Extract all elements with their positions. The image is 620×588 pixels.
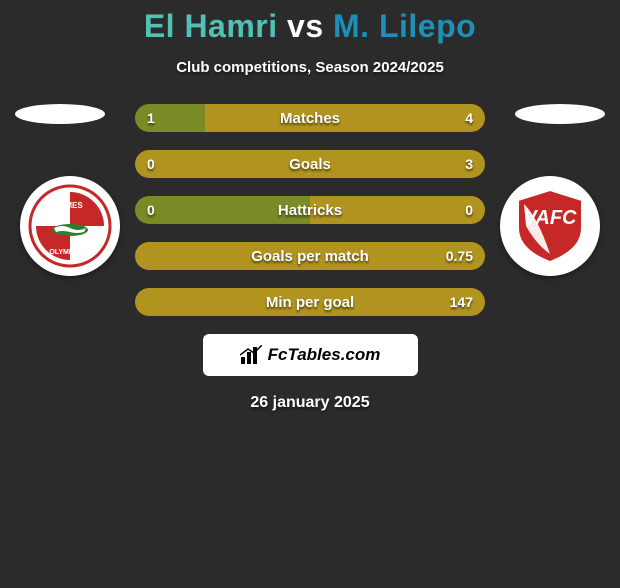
svg-text:OLYMPIQUE: OLYMPIQUE (49, 249, 91, 256)
bar-label: Goals per match (135, 242, 485, 270)
bar-label: Goals (135, 150, 485, 178)
branding-box[interactable]: FcTables.com (203, 334, 418, 376)
date-text: 26 january 2025 (0, 394, 620, 412)
bars-icon (240, 345, 262, 365)
content-area: 14Matches 03Goals 00Hattricks 0.75Goals per… (0, 104, 620, 316)
bar-label: Matches (135, 104, 485, 132)
branding-text: FcTables.com (268, 345, 381, 365)
vafc-badge-icon: VAFC (508, 184, 592, 268)
bar-label: Hattricks (135, 196, 485, 224)
team-right-logo: VAFC (500, 176, 600, 276)
stat-bar: 03Goals (135, 150, 485, 178)
stat-bar: 147Min per goal (135, 288, 485, 316)
indicator-right (515, 104, 605, 124)
subtitle: Club competitions, Season 2024/2025 (0, 59, 620, 76)
svg-text:NIMES: NIMES (57, 201, 83, 210)
player2-name: M. Lilepo (333, 8, 476, 44)
player1-name: El Hamri (144, 8, 278, 44)
stat-bars: 14Matches 03Goals 00Hattricks 0.75Goals per… (135, 104, 485, 316)
stat-bar: 0.75Goals per match (135, 242, 485, 270)
vs-text: vs (287, 8, 324, 44)
svg-text:VAFC: VAFC (524, 207, 578, 229)
bar-label: Min per goal (135, 288, 485, 316)
team-left-logo: NIMES OLYMPIQUE (20, 176, 120, 276)
indicator-left (15, 104, 105, 124)
comparison-title: El Hamri vs M. Lilepo (0, 8, 620, 45)
nimes-badge-icon: NIMES OLYMPIQUE (28, 184, 112, 268)
stat-bar: 14Matches (135, 104, 485, 132)
stat-bar: 00Hattricks (135, 196, 485, 224)
